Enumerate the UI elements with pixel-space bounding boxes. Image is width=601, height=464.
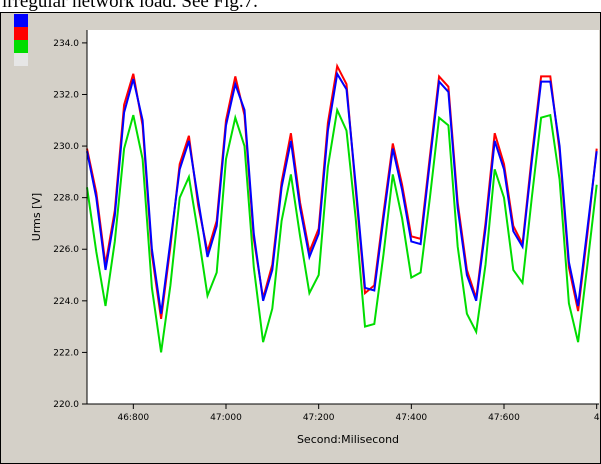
page-caption-strip: irregular network load. See Fig.7.: [0, 0, 601, 12]
y-tick-label: 224.0: [53, 297, 79, 307]
x-tick-label: 47:400: [396, 413, 428, 423]
x-axis-title: Second:Milisecond: [297, 433, 399, 446]
y-tick-label: 220.0: [53, 400, 79, 410]
legend-swatch: [14, 40, 28, 53]
page-caption: irregular network load. See Fig.7.: [2, 0, 258, 12]
y-tick-label: 230.0: [53, 142, 79, 152]
y-tick-label: 234.0: [53, 39, 79, 49]
series-line-1: [86, 70, 598, 314]
y-axis-title: Urms [V]: [30, 193, 43, 241]
x-tick-label: 46:800: [117, 413, 149, 423]
legend: [14, 14, 28, 66]
x-tick-label: 47:200: [303, 413, 335, 423]
x-tick-label: 4: [594, 413, 600, 423]
legend-swatch: [14, 53, 28, 66]
chart-marks: [86, 62, 598, 353]
legend-swatch: [14, 27, 28, 40]
y-tick-label: 226.0: [53, 245, 79, 255]
y-tick-label: 222.0: [53, 348, 79, 358]
series-line-3: [86, 106, 598, 353]
chart-axes: 220.0 222.0 224.0 226.0 228.0 230.0 232.0 234.0…: [53, 30, 600, 423]
x-tick-label: 47:600: [488, 413, 520, 423]
legend-swatch: [14, 14, 28, 27]
y-tick-label: 228.0: [53, 194, 79, 204]
y-tick-label: 232.0: [53, 90, 79, 100]
plot-area: [87, 30, 599, 404]
x-tick-label: 47:000: [210, 413, 242, 423]
